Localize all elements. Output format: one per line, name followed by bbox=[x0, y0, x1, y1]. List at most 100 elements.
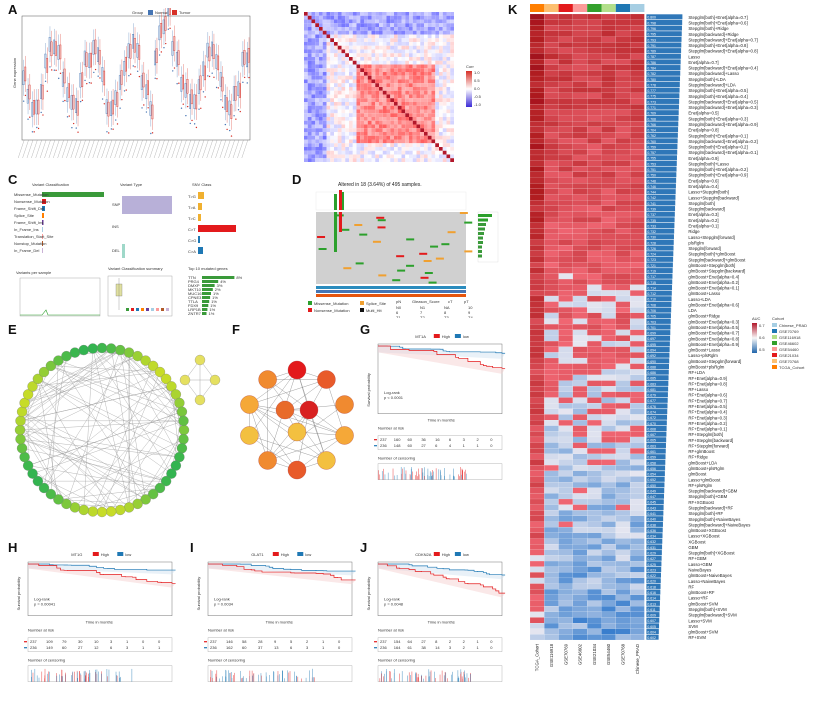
panel-b-cell bbox=[409, 143, 413, 147]
panel-e-node bbox=[53, 494, 64, 505]
panel-b-cell bbox=[386, 19, 391, 24]
panel-b-cell bbox=[379, 79, 383, 84]
panel-b-cell bbox=[375, 150, 379, 155]
panel-k-cell bbox=[572, 301, 588, 308]
panel-a-outlier bbox=[101, 98, 104, 100]
panel-b-cell bbox=[371, 75, 376, 80]
panel-k-cell bbox=[529, 555, 545, 562]
panel-b-cell bbox=[439, 34, 443, 39]
panel-k-cell bbox=[529, 188, 545, 195]
panel-b-cell bbox=[435, 75, 439, 80]
panel-k-cell bbox=[529, 183, 545, 189]
panel-b-cell bbox=[379, 135, 383, 140]
panel-k-model-name: Enet[alpha=0.6] bbox=[688, 178, 718, 183]
panel-k-cell bbox=[572, 216, 588, 223]
panel-b-cell bbox=[315, 147, 319, 151]
panel-k-model-name: glmBoost+Enet[alpha=0.8] bbox=[688, 336, 739, 341]
panel-k-cell bbox=[630, 504, 645, 511]
km-ci-band bbox=[208, 564, 356, 576]
panel-k-mean-value: 0.793 bbox=[647, 38, 656, 42]
panel-b-cell bbox=[311, 60, 316, 65]
panel-b-cell bbox=[341, 150, 346, 155]
panel-b-cell bbox=[319, 83, 323, 87]
panel-k-cell bbox=[572, 205, 588, 212]
panel-e-node bbox=[106, 343, 117, 354]
panel-k-mean-bar bbox=[646, 307, 672, 313]
panel-b-cell bbox=[364, 45, 368, 50]
panel-b-cell bbox=[397, 34, 402, 39]
panel-k-cell bbox=[572, 363, 588, 370]
panel-b-cell bbox=[412, 147, 417, 151]
panel-b-cell bbox=[352, 23, 357, 27]
panel-b-cell bbox=[322, 68, 327, 72]
panel-b-cell bbox=[341, 23, 346, 27]
panel-k-cell bbox=[587, 442, 602, 449]
panel-b-cell bbox=[379, 98, 383, 102]
panel-k-mean-bar bbox=[646, 25, 682, 31]
panel-b-cell bbox=[337, 64, 342, 69]
panel-b-cell bbox=[409, 117, 413, 121]
panel-k-model-name: Lasso+GBM bbox=[688, 562, 712, 567]
panel-b-cell bbox=[379, 128, 383, 132]
panel-e-edge bbox=[37, 378, 183, 449]
panel-a-outlier bbox=[53, 69, 56, 71]
panel-b-cell bbox=[401, 30, 406, 35]
panel-k-mean-value: 0.614 bbox=[647, 597, 656, 601]
panel-k-model-name: Stepglm[both]+RF bbox=[688, 511, 723, 516]
panel-k-cell bbox=[544, 87, 559, 94]
panel-b-cell bbox=[412, 72, 417, 76]
panel-k-cohort-swatch bbox=[772, 329, 777, 333]
panel-k-cell bbox=[587, 200, 602, 206]
panel-b-cell bbox=[304, 38, 308, 42]
panel-k-cohort-name: GSE116918 bbox=[779, 335, 801, 340]
panel-b-cell bbox=[382, 135, 387, 140]
panel-b-cell bbox=[431, 94, 436, 99]
panel-k-cell bbox=[630, 583, 645, 590]
panel-k-model-name: Stepglm[backward]+Enet[alpha=0.5] bbox=[688, 99, 757, 104]
panel-k-cell bbox=[544, 549, 559, 556]
panel-e-node bbox=[160, 475, 172, 487]
panel-b-cell bbox=[345, 154, 349, 159]
panel-k-cell bbox=[558, 262, 573, 268]
panel-e-edge bbox=[20, 439, 161, 489]
panel-k-cell bbox=[615, 363, 631, 370]
panel-b-cell bbox=[394, 132, 398, 136]
panel-k-mean-bar bbox=[646, 48, 682, 54]
panel-k-cell bbox=[587, 273, 602, 280]
panel-k-mean-value: 0.764 bbox=[647, 129, 656, 133]
panel-c-snv-bar bbox=[198, 247, 203, 254]
panel-c-snv-label: C>A bbox=[188, 249, 196, 254]
panel-k-mean-value: 0.699 bbox=[647, 332, 656, 336]
panel-b-cell bbox=[405, 49, 409, 54]
panel-b-cell bbox=[412, 143, 417, 147]
panel-b-cell bbox=[364, 38, 368, 42]
panel-c-top-pct: 4% bbox=[220, 279, 226, 284]
panel-k-mean-bar bbox=[646, 98, 680, 104]
panel-k-cell bbox=[601, 408, 616, 415]
panel-k-cell bbox=[544, 369, 559, 375]
panel-b-cell bbox=[450, 57, 454, 61]
panel-b-cell bbox=[345, 57, 349, 61]
panel-k-mean-value: 0.679 bbox=[647, 394, 656, 398]
panel-k-cell bbox=[529, 431, 545, 438]
panel-b-cell bbox=[315, 12, 319, 16]
panel-e-edge bbox=[66, 349, 121, 504]
panel-k-mean-bar bbox=[646, 612, 660, 618]
panel-k-cell bbox=[630, 532, 645, 539]
panel-k-cell bbox=[615, 606, 631, 612]
panel-k-cell bbox=[587, 188, 602, 195]
panel-a-outlier bbox=[93, 71, 95, 74]
panel-d-legend-value: 8 bbox=[444, 310, 447, 315]
panel-b-cell bbox=[397, 64, 402, 69]
panel-k-mean-bar bbox=[646, 482, 665, 488]
panel-k-cell bbox=[615, 374, 631, 381]
panel-b-cell bbox=[311, 128, 316, 132]
panel-b-cell bbox=[337, 105, 342, 110]
panel-b-cell bbox=[356, 109, 361, 114]
panel-d-mutation bbox=[317, 236, 326, 238]
panel-k-mean-bar bbox=[646, 629, 659, 635]
panel-b-cell bbox=[435, 42, 439, 46]
panel-b-cell bbox=[345, 27, 349, 31]
km-risk-high-value: 58 bbox=[242, 639, 247, 644]
panel-k-cell bbox=[529, 403, 545, 409]
